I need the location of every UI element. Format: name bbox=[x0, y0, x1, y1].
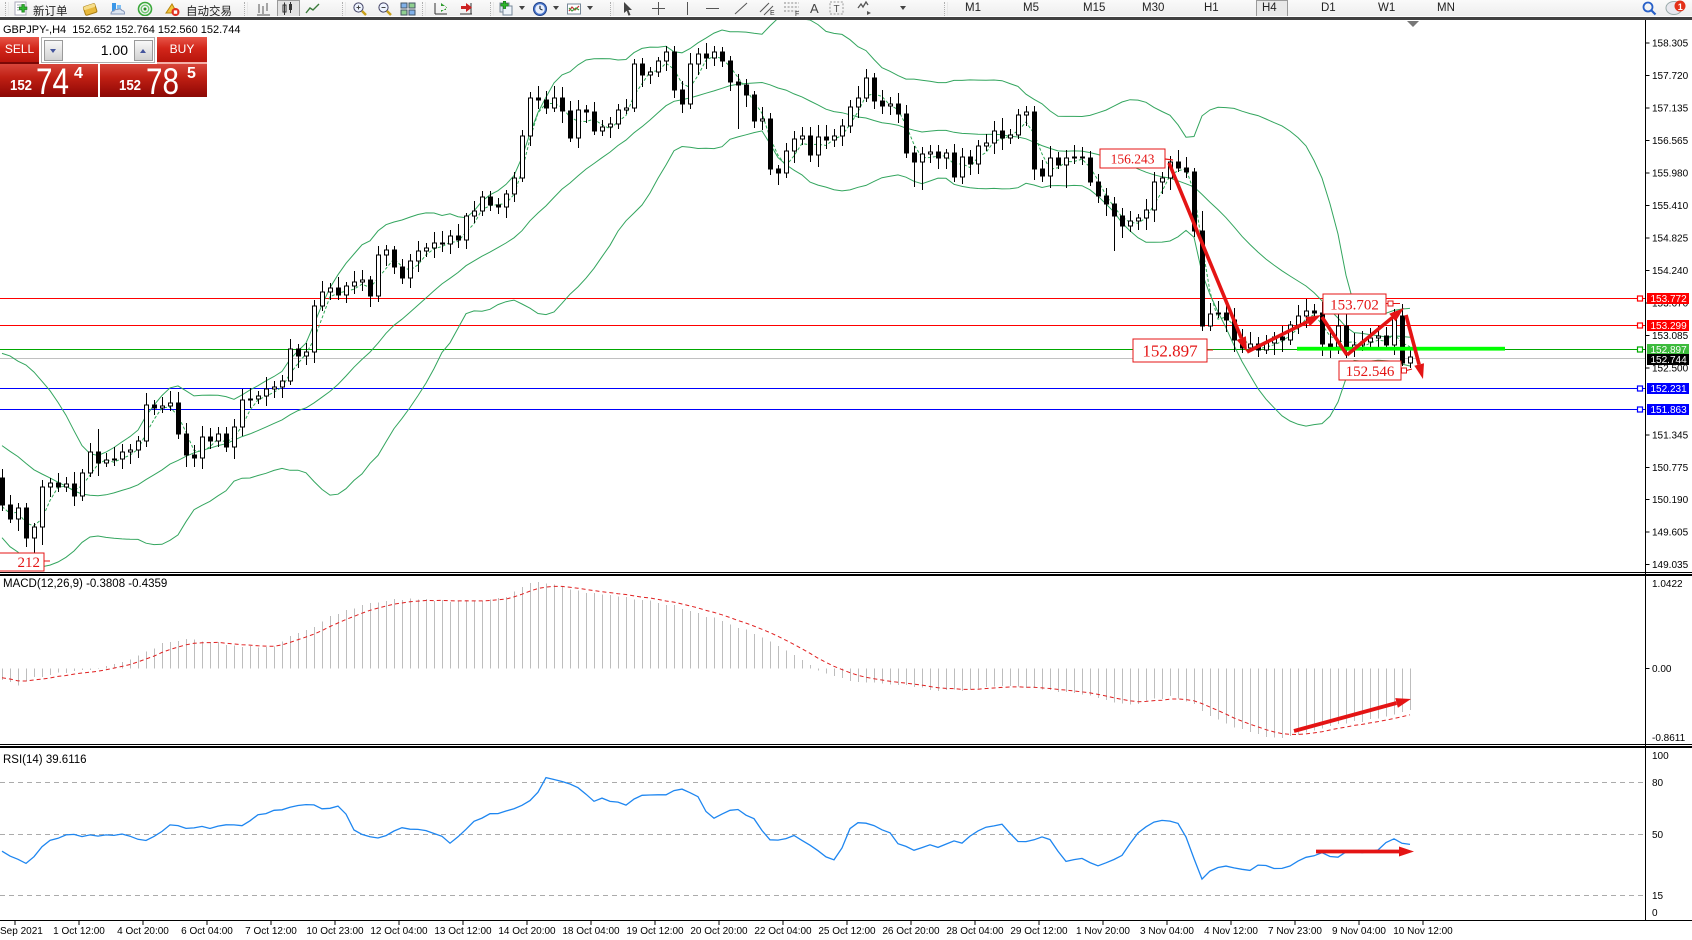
svg-text:156.243: 156.243 bbox=[1111, 151, 1155, 166]
svg-text:4 Oct 20:00: 4 Oct 20:00 bbox=[117, 926, 169, 937]
svg-text:152.897: 152.897 bbox=[1651, 345, 1688, 356]
svg-text:156.565: 156.565 bbox=[1652, 136, 1689, 147]
svg-text:10 Nov 12:00: 10 Nov 12:00 bbox=[1393, 926, 1453, 937]
svg-text:1 Nov 20:00: 1 Nov 20:00 bbox=[1076, 926, 1130, 937]
svg-text:1: 1 bbox=[1678, 2, 1683, 12]
svg-text:155.410: 155.410 bbox=[1652, 201, 1689, 212]
svg-text:3 Nov 04:00: 3 Nov 04:00 bbox=[1140, 926, 1194, 937]
svg-text:0: 0 bbox=[1652, 908, 1658, 919]
svg-text:153.085: 153.085 bbox=[1652, 331, 1689, 342]
svg-text:25 Oct 12:00: 25 Oct 12:00 bbox=[818, 926, 876, 937]
svg-text:20 Oct 20:00: 20 Oct 20:00 bbox=[690, 926, 748, 937]
svg-text:7 Nov 23:00: 7 Nov 23:00 bbox=[1268, 926, 1322, 937]
svg-text:149.605: 149.605 bbox=[1652, 528, 1689, 539]
svg-text:150.190: 150.190 bbox=[1652, 495, 1689, 506]
svg-text:158.305: 158.305 bbox=[1652, 39, 1689, 50]
svg-text:-0.8611: -0.8611 bbox=[1652, 733, 1686, 744]
svg-text:19 Oct 12:00: 19 Oct 12:00 bbox=[626, 926, 684, 937]
svg-text:152.231: 152.231 bbox=[1651, 384, 1688, 395]
svg-text:15: 15 bbox=[1652, 891, 1664, 902]
svg-text:1 Oct 12:00: 1 Oct 12:00 bbox=[53, 926, 105, 937]
svg-text:151.345: 151.345 bbox=[1652, 431, 1689, 442]
svg-text:12 Oct 04:00: 12 Oct 04:00 bbox=[370, 926, 428, 937]
svg-text:154.825: 154.825 bbox=[1652, 234, 1689, 245]
svg-text:14 Oct 20:00: 14 Oct 20:00 bbox=[498, 926, 556, 937]
svg-text:MACD(12,26,9) -0.3808 -0.4359: MACD(12,26,9) -0.3808 -0.4359 bbox=[3, 578, 167, 590]
svg-text:E: E bbox=[770, 10, 775, 17]
svg-text:152.897: 152.897 bbox=[1142, 342, 1198, 361]
svg-text:F: F bbox=[795, 11, 799, 17]
svg-text:152.546: 152.546 bbox=[1346, 364, 1395, 380]
svg-text:152.744: 152.744 bbox=[1651, 355, 1688, 366]
svg-text:151.863: 151.863 bbox=[1651, 405, 1688, 416]
svg-text:Sep 2021: Sep 2021 bbox=[0, 926, 43, 937]
svg-text:149.035: 149.035 bbox=[1652, 560, 1689, 571]
svg-text:28 Oct 04:00: 28 Oct 04:00 bbox=[946, 926, 1004, 937]
svg-text:6 Oct 04:00: 6 Oct 04:00 bbox=[181, 926, 233, 937]
svg-text:4 Nov 12:00: 4 Nov 12:00 bbox=[1204, 926, 1258, 937]
svg-text:13 Oct 12:00: 13 Oct 12:00 bbox=[434, 926, 492, 937]
svg-text:157.135: 157.135 bbox=[1652, 104, 1689, 115]
svg-text:T: T bbox=[834, 4, 840, 15]
svg-text:50: 50 bbox=[1652, 830, 1664, 841]
svg-text:100: 100 bbox=[1652, 751, 1669, 762]
svg-text:1.0422: 1.0422 bbox=[1652, 579, 1683, 590]
svg-text:29 Oct 12:00: 29 Oct 12:00 bbox=[1010, 926, 1068, 937]
svg-text:150.775: 150.775 bbox=[1652, 463, 1689, 474]
svg-text:153.299: 153.299 bbox=[1651, 321, 1688, 332]
svg-text:22 Oct 04:00: 22 Oct 04:00 bbox=[754, 926, 812, 937]
svg-text:157.720: 157.720 bbox=[1652, 71, 1689, 82]
svg-text:26 Oct 20:00: 26 Oct 20:00 bbox=[882, 926, 940, 937]
svg-text:18 Oct 04:00: 18 Oct 04:00 bbox=[562, 926, 620, 937]
svg-text:153.772: 153.772 bbox=[1651, 294, 1688, 305]
svg-text:9 Nov 04:00: 9 Nov 04:00 bbox=[1332, 926, 1386, 937]
svg-text:RSI(14) 39.6116: RSI(14) 39.6116 bbox=[3, 754, 87, 766]
svg-text:152.500: 152.500 bbox=[1652, 364, 1689, 375]
svg-text:155.980: 155.980 bbox=[1652, 169, 1689, 180]
svg-text:80: 80 bbox=[1652, 778, 1664, 789]
svg-text:212: 212 bbox=[18, 555, 41, 571]
svg-text:153.702: 153.702 bbox=[1330, 297, 1379, 313]
svg-text:10 Oct 23:00: 10 Oct 23:00 bbox=[306, 926, 364, 937]
svg-text:154.240: 154.240 bbox=[1652, 266, 1689, 277]
svg-text:0.00: 0.00 bbox=[1652, 664, 1672, 675]
svg-text:7 Oct 12:00: 7 Oct 12:00 bbox=[245, 926, 297, 937]
